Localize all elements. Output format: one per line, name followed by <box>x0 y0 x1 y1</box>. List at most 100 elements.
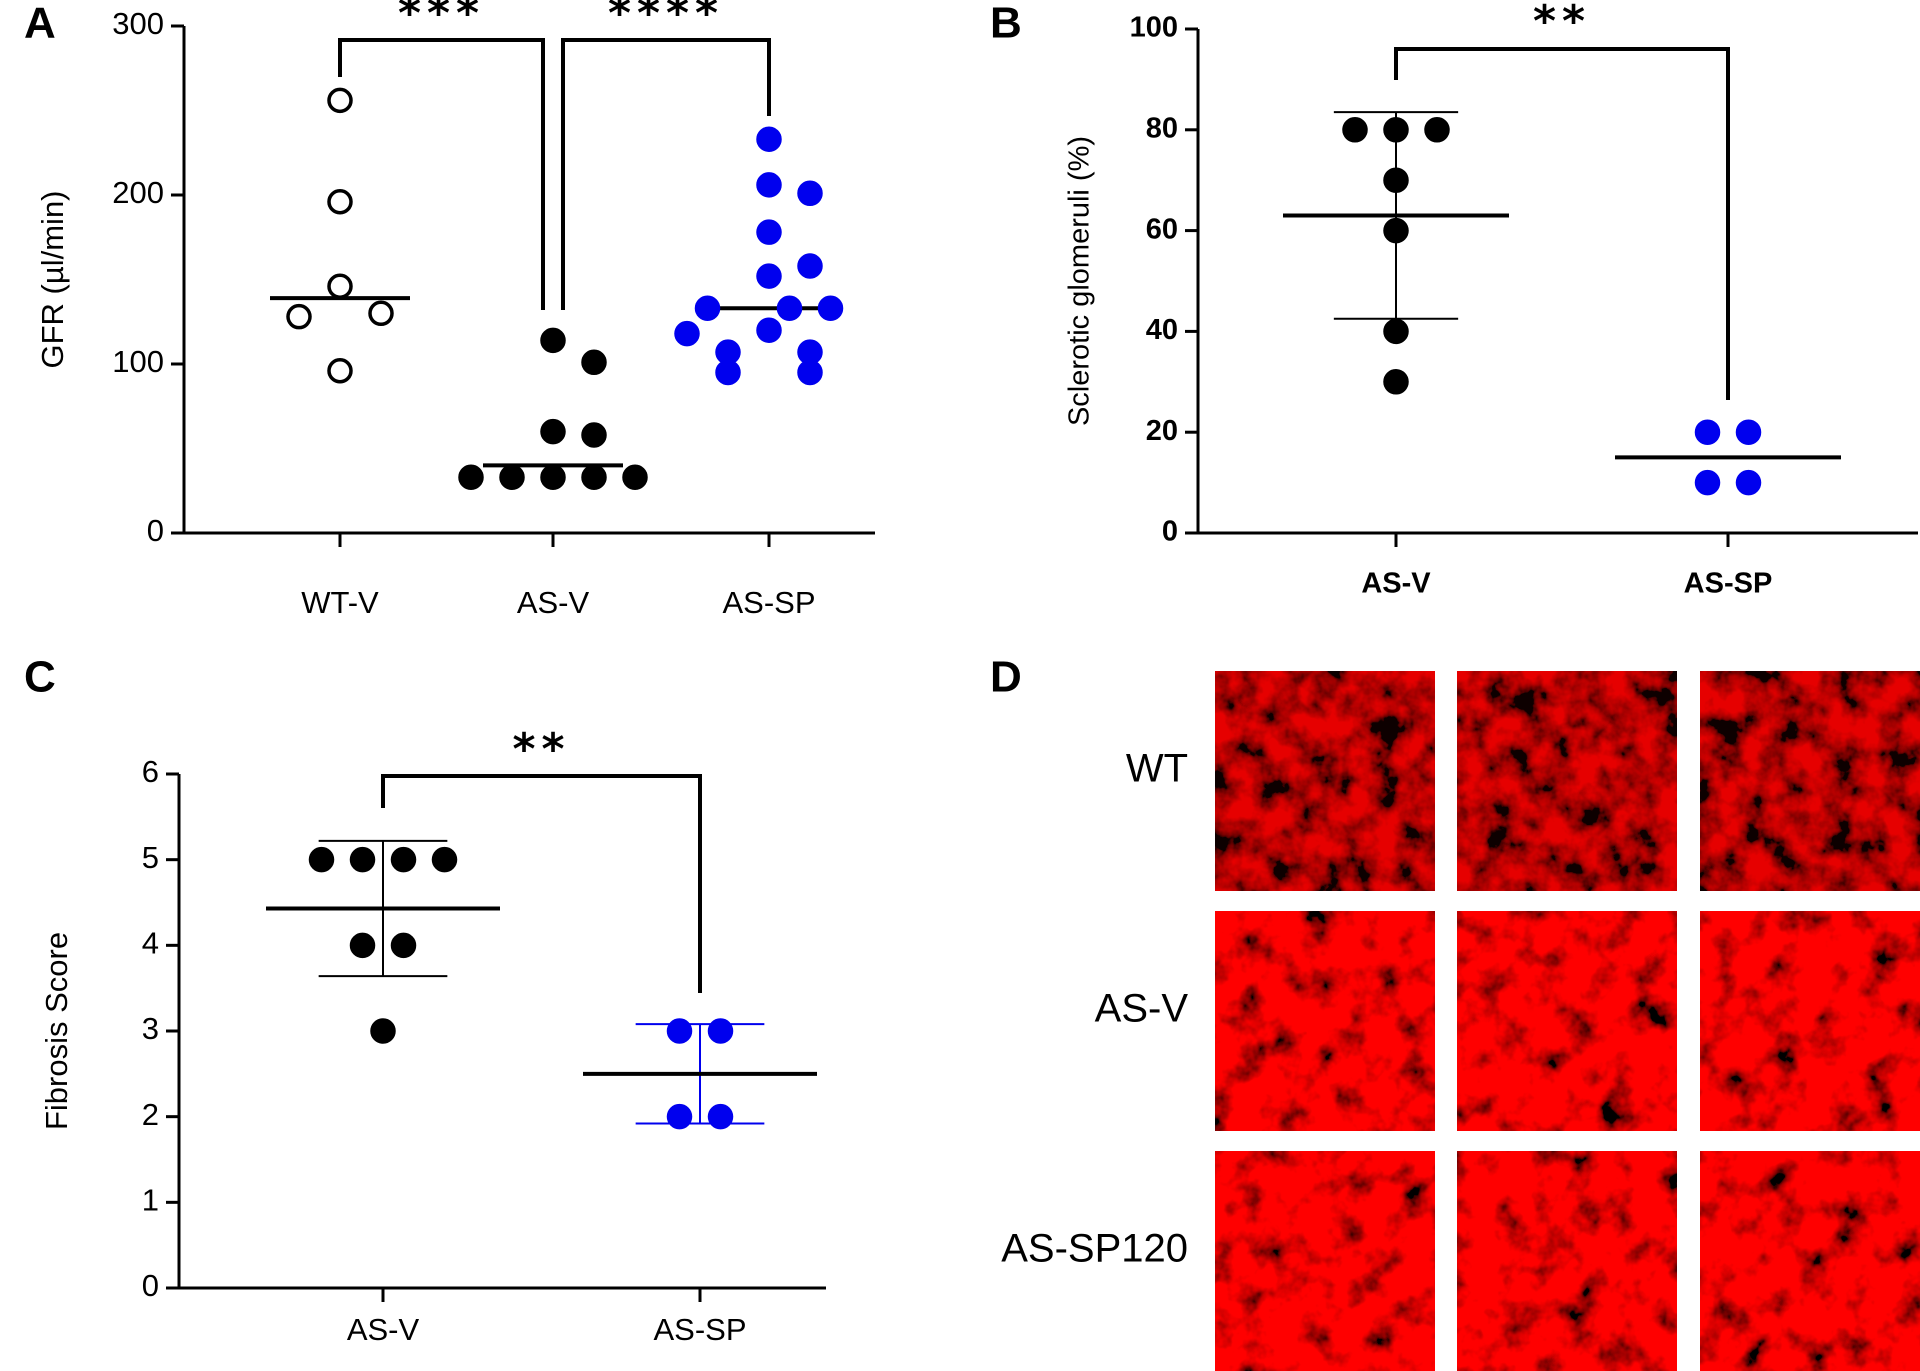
panel-label: D <box>990 653 1022 702</box>
x-tick-label: AS-SP <box>1684 568 1773 600</box>
data-point <box>368 300 394 327</box>
y-tick-label: 2 <box>142 1097 159 1132</box>
data-point <box>756 172 782 198</box>
data-point <box>327 189 353 215</box>
data-point <box>390 846 417 873</box>
x-tick-label: AS-V <box>517 585 590 620</box>
x-tick-label: AS-SP <box>722 585 815 620</box>
row-label: AS-SP120 <box>1001 1227 1188 1271</box>
data-point <box>327 358 353 384</box>
x-tick-label: AS-V <box>347 1312 420 1347</box>
data-point <box>817 295 844 321</box>
micrograph <box>1215 671 1435 891</box>
data-point <box>756 219 782 245</box>
data-point <box>1424 117 1450 143</box>
row-label: WT <box>1126 747 1188 791</box>
panel-label: B <box>990 0 1022 48</box>
micrograph-grid <box>1215 671 1920 1371</box>
y-axis-label: Sclerotic glomeruli (%) <box>1064 136 1096 426</box>
data-point <box>1342 117 1368 143</box>
y-tick-label: 300 <box>112 6 164 41</box>
significance-bracket <box>1394 47 1730 400</box>
micrograph <box>1457 911 1677 1131</box>
y-tick-label: 1 <box>142 1183 159 1218</box>
y-tick-label: 20 <box>1146 415 1178 447</box>
significance-label: *** <box>398 0 485 39</box>
data-point <box>499 464 525 490</box>
micrograph <box>1457 671 1677 891</box>
data-point <box>797 180 823 207</box>
data-point <box>1735 469 1762 496</box>
micrograph <box>1700 671 1920 891</box>
data-point <box>756 263 782 289</box>
data-point <box>581 464 607 490</box>
y-tick-label: 80 <box>1146 112 1178 144</box>
data-point <box>1383 117 1409 143</box>
data-point <box>797 359 823 386</box>
y-tick-label: 4 <box>142 926 159 961</box>
data-point <box>431 846 458 873</box>
micrograph <box>1700 911 1920 1131</box>
data-point <box>715 359 741 386</box>
data-point <box>540 418 566 445</box>
data-point <box>390 932 417 959</box>
data-point <box>581 349 607 376</box>
data-point <box>349 846 376 873</box>
data-point <box>370 1018 396 1044</box>
significance-bracket <box>561 38 771 310</box>
data-point <box>674 320 700 347</box>
data-point <box>776 295 803 321</box>
y-axis-label: Fibrosis Score <box>39 932 74 1130</box>
y-tick-label: 60 <box>1146 213 1178 245</box>
data-point <box>540 464 566 490</box>
y-tick-label: 0 <box>147 513 164 548</box>
panel-label: A <box>24 0 56 48</box>
data-point <box>308 846 335 873</box>
data-point <box>756 126 782 152</box>
significance-label: ** <box>512 724 570 775</box>
row-label: AS-V <box>1095 987 1189 1031</box>
significance-bracket <box>338 38 545 310</box>
data-point <box>1694 469 1721 496</box>
data-point <box>1383 318 1409 345</box>
data-point <box>581 422 607 448</box>
data-point <box>286 303 312 330</box>
x-tick-label: AS-V <box>1361 568 1431 600</box>
data-point <box>622 464 648 490</box>
significance-label: ** <box>1533 0 1591 47</box>
y-tick-label: 0 <box>1162 516 1178 548</box>
data-point <box>349 932 376 959</box>
data-point <box>707 1103 734 1130</box>
data-point <box>1383 167 1409 193</box>
data-point <box>540 327 566 354</box>
y-tick-label: 6 <box>142 754 159 789</box>
micrograph <box>1215 911 1435 1131</box>
micrograph <box>1457 1151 1677 1371</box>
y-tick-label: 100 <box>112 344 164 379</box>
y-tick-label: 0 <box>142 1268 159 1303</box>
significance-label: **** <box>608 0 724 39</box>
x-tick-label: WT-V <box>301 585 379 620</box>
data-point <box>666 1103 693 1130</box>
data-point <box>327 273 353 300</box>
data-point <box>1383 217 1409 244</box>
data-point <box>458 464 484 490</box>
panel-label: C <box>24 653 56 702</box>
data-point <box>666 1018 693 1044</box>
x-tick-label: AS-SP <box>653 1312 746 1347</box>
data-point <box>327 87 353 114</box>
significance-bracket <box>381 774 702 993</box>
y-tick-label: 200 <box>112 175 164 210</box>
y-axis-label: GFR (µl/min) <box>35 190 70 368</box>
data-point <box>797 253 823 279</box>
y-tick-label: 100 <box>1130 12 1178 44</box>
data-point <box>707 1018 734 1044</box>
data-point <box>1383 369 1409 395</box>
y-tick-label: 5 <box>142 840 159 875</box>
data-point <box>1735 419 1762 445</box>
data-point <box>1694 419 1721 445</box>
data-point <box>694 295 721 321</box>
data-point <box>756 317 782 343</box>
y-tick-label: 3 <box>142 1011 159 1046</box>
